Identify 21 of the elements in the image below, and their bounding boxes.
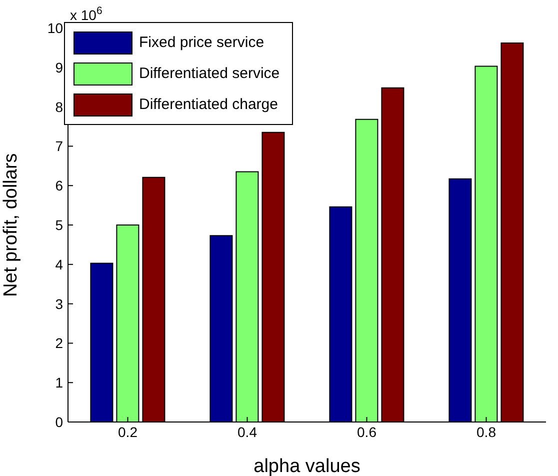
y-tick-label: 7: [55, 138, 64, 154]
y-tick-label: 2: [55, 335, 64, 352]
x-tick-label: 0.4: [238, 424, 258, 440]
x-axis-title: alpha values: [254, 456, 360, 476]
legend-label: Differentiated charge: [139, 96, 278, 113]
y-tick-label: 3: [55, 296, 64, 312]
y-tick-label: 1: [55, 374, 64, 391]
y-tick-label: 6: [55, 178, 64, 194]
text: x 10$^{6}$: [70, 5, 102, 23]
y-tick-label: 8: [55, 98, 64, 115]
y-tick-label: 10: [47, 20, 64, 36]
y-axis-title: Net profit, dollars: [0, 153, 22, 297]
legend-label: Fixed price service: [139, 34, 264, 51]
x-tick-label: 0.8: [476, 424, 496, 440]
y-tick-label: 4: [55, 256, 64, 272]
legend-label: Differentiated service: [139, 65, 280, 82]
x-tick-label: 0.2: [118, 424, 138, 440]
y-tick-label: 9: [55, 59, 64, 76]
y-tick-label: 5: [55, 216, 64, 233]
x-tick-label: 0.6: [357, 424, 377, 440]
y-tick-label: 0: [55, 414, 64, 430]
